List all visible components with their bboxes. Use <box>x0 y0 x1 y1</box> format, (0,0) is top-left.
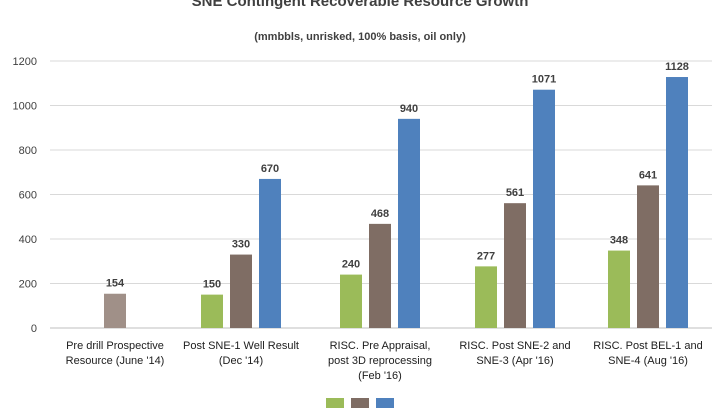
data-label: 468 <box>371 208 389 220</box>
x-category-label: post 3D reprocessing <box>328 355 432 367</box>
bar-low <box>201 294 223 328</box>
x-category-label: (Feb '16) <box>358 370 402 382</box>
bar-high <box>533 89 555 328</box>
bar-low <box>475 266 497 328</box>
bar-mid <box>104 293 126 328</box>
bar-low <box>608 250 630 328</box>
bar-mid <box>637 185 659 328</box>
chart-title: SNE Contingent Recoverable Resource Grow… <box>191 0 529 10</box>
data-label: 1071 <box>532 74 556 86</box>
data-label: 240 <box>342 259 360 271</box>
data-label: 277 <box>477 250 495 262</box>
x-category-label: SNE-4 (Aug '16) <box>608 355 688 367</box>
data-label: 348 <box>610 235 628 247</box>
data-label: 561 <box>506 187 524 199</box>
x-category-label: Pre drill Prospective <box>66 340 164 352</box>
x-category-label: Post SNE-1 Well Result <box>183 340 299 352</box>
data-label: 641 <box>639 169 657 181</box>
x-category-label: RISC. Post SNE-2 and <box>459 340 570 352</box>
x-category-label: RISC. Pre Appraisal, <box>330 340 431 352</box>
data-label: 150 <box>203 279 221 291</box>
bar-high <box>666 77 688 329</box>
data-label: 940 <box>400 103 418 115</box>
x-category-label: RISC. Post BEL-1 and <box>593 340 702 352</box>
bar-mid <box>504 203 526 328</box>
data-label: 154 <box>106 278 125 290</box>
y-tick-label: 1000 <box>13 101 37 113</box>
bar-high <box>259 178 281 328</box>
y-tick-label: 800 <box>19 145 37 157</box>
bar-low <box>340 274 362 328</box>
bar-mid <box>230 254 252 328</box>
legend-swatch-low <box>326 398 344 408</box>
y-tick-label: 400 <box>19 234 37 246</box>
x-category-label: Resource (June '14) <box>66 355 165 367</box>
data-label: 330 <box>232 239 250 251</box>
bar-mid <box>369 223 391 328</box>
y-tick-label: 0 <box>31 323 37 335</box>
y-tick-label: 200 <box>19 279 37 291</box>
y-tick-label: 600 <box>19 190 37 202</box>
data-label: 670 <box>261 163 279 175</box>
bar-high <box>398 118 420 328</box>
legend-swatch-mid <box>351 398 369 408</box>
data-label: 1128 <box>665 61 689 73</box>
y-tick-label: 1200 <box>13 56 37 68</box>
chart-subtitle: (mmbbls, unrisked, 100% basis, oil only) <box>254 31 466 43</box>
x-category-label: SNE-3 (Apr '16) <box>476 355 553 367</box>
x-category-label: (Dec '14) <box>219 355 263 367</box>
legend-swatch-high <box>376 398 394 408</box>
